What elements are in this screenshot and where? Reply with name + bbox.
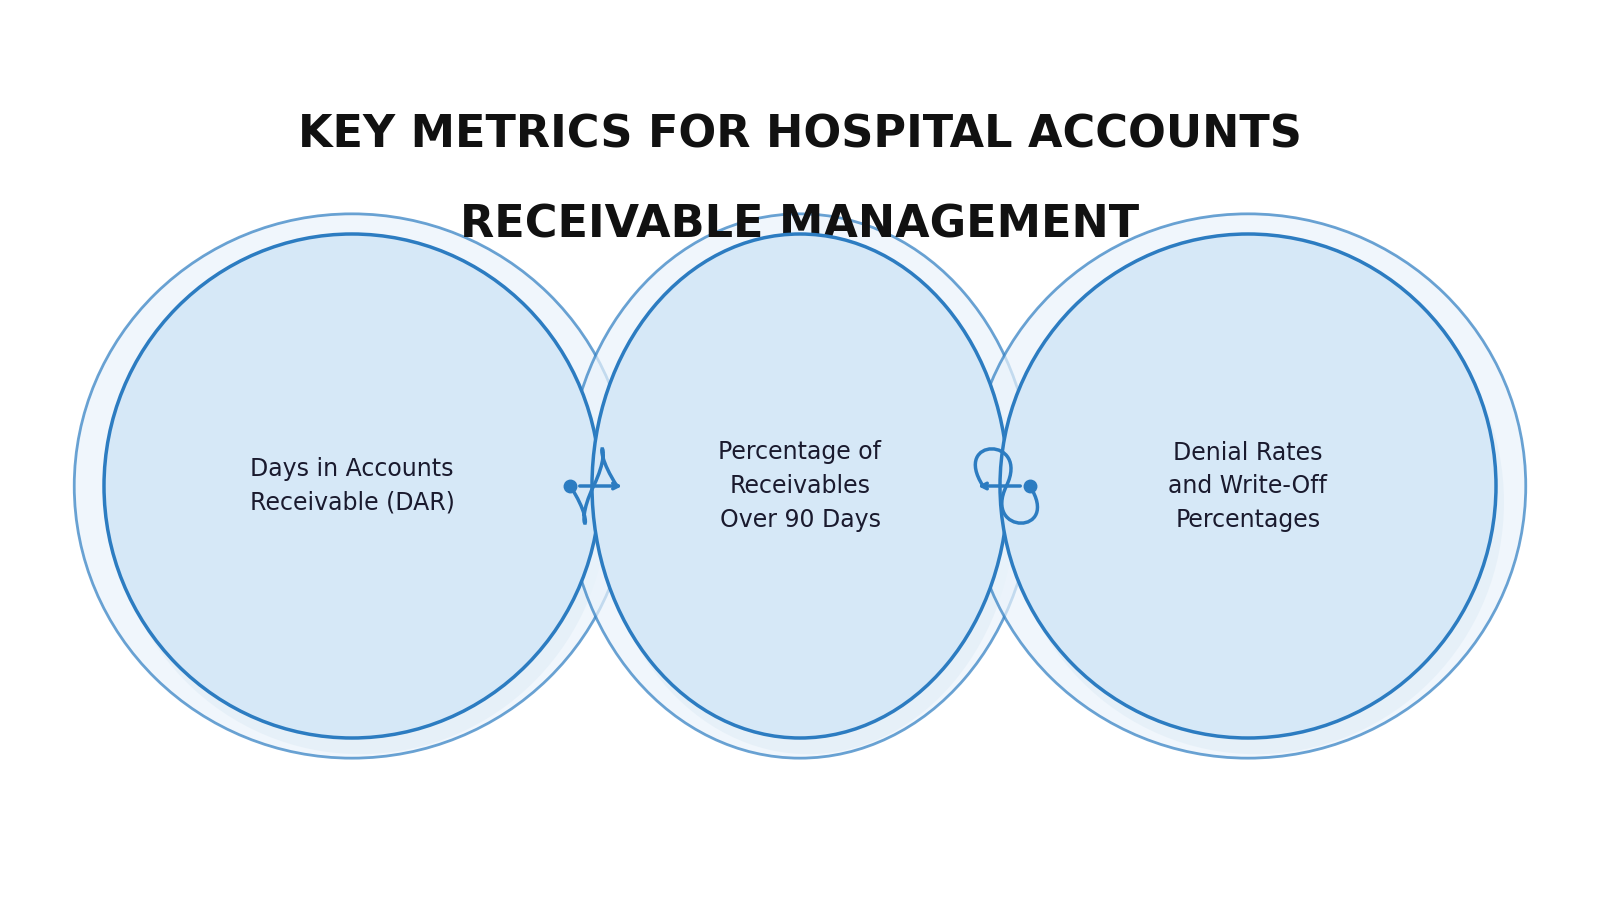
Text: Denial Rates
and Write-Off
Percentages: Denial Rates and Write-Off Percentages — [1168, 440, 1328, 532]
Ellipse shape — [1008, 250, 1504, 754]
Text: Days in Accounts
Receivable (DAR): Days in Accounts Receivable (DAR) — [250, 457, 454, 515]
Ellipse shape — [970, 214, 1526, 758]
Text: KEY METRICS FOR HOSPITAL ACCOUNTS: KEY METRICS FOR HOSPITAL ACCOUNTS — [298, 113, 1302, 157]
Ellipse shape — [1000, 234, 1496, 738]
Ellipse shape — [74, 214, 630, 758]
Text: Percentage of
Receivables
Over 90 Days: Percentage of Receivables Over 90 Days — [718, 440, 882, 532]
Ellipse shape — [566, 214, 1034, 758]
Ellipse shape — [104, 234, 600, 738]
Text: RECEIVABLE MANAGEMENT: RECEIVABLE MANAGEMENT — [461, 203, 1139, 247]
Ellipse shape — [592, 234, 1008, 738]
Ellipse shape — [600, 250, 1016, 754]
Ellipse shape — [112, 250, 608, 754]
